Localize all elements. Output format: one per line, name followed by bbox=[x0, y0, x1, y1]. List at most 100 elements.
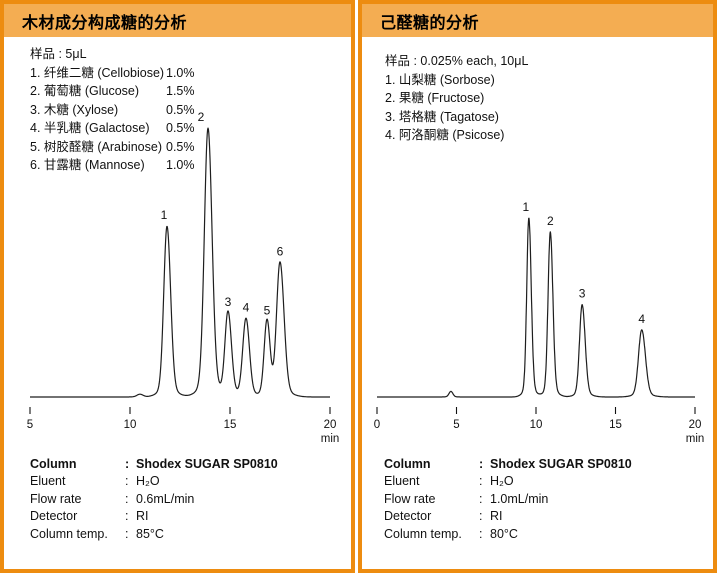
sample-item-name: 1. 山梨糖 (Sorbose) bbox=[385, 72, 495, 87]
condition-colon: : bbox=[125, 457, 130, 471]
sample-item-concentration: 0.5% bbox=[166, 139, 195, 154]
sample-info: 样品 : 0.025% each, 10μL 1. 山梨糖 (Sorbose) 2… bbox=[385, 52, 528, 145]
condition-value: 85°C bbox=[136, 526, 164, 541]
panel-header: 木材成分构成糖的分析 bbox=[4, 4, 351, 37]
peak-label: 6 bbox=[277, 245, 284, 259]
axis-tick-label: 10 bbox=[124, 419, 137, 431]
condition-label: Eluent bbox=[30, 474, 66, 489]
peak-label: 1 bbox=[161, 208, 168, 222]
sample-item: 1. 山梨糖 (Sorbose) bbox=[385, 71, 528, 90]
sample-item: 5. 树胶醛糖 (Arabinose) 0.5% bbox=[30, 138, 195, 157]
condition-row: Flow rate:1.0mL/min bbox=[384, 491, 632, 508]
condition-label: Column temp. bbox=[384, 526, 462, 541]
sample-item: 3. 木糖 (Xylose) 0.5% bbox=[30, 101, 195, 120]
chromatogram-trace bbox=[29, 127, 331, 398]
condition-colon: : bbox=[125, 474, 129, 489]
condition-label: Column temp. bbox=[30, 526, 108, 541]
sample-item: 2. 葡萄糖 (Glucose) 1.5% bbox=[30, 82, 195, 101]
axis-unit-label: min bbox=[686, 433, 704, 445]
sample-item: 4. 阿洛酮糖 (Psicose) bbox=[385, 126, 528, 145]
peak-label: 3 bbox=[579, 287, 586, 301]
condition-value: H₂O bbox=[136, 474, 160, 489]
sample-info: 样品 : 5μL 1. 纤维二糖 (Cellobiose) 1.0% 2. 葡萄糖 … bbox=[30, 45, 195, 175]
condition-row: Column: Shodex SUGAR SP0810 bbox=[30, 456, 278, 473]
axis-tick-label: 0 bbox=[374, 419, 380, 431]
condition-colon: : bbox=[479, 474, 483, 489]
chromatogram-hexose-sugars: 0 5 10 15 20 min 1 2 3 4 bbox=[368, 104, 704, 449]
sample-item-concentration: 1.0% bbox=[166, 158, 195, 172]
sample-item-name: 4. 阿洛酮糖 (Psicose) bbox=[385, 128, 505, 142]
peak-label: 5 bbox=[264, 303, 271, 317]
condition-colon: : bbox=[125, 509, 129, 524]
panel-title: 木材成分构成糖的分析 bbox=[22, 14, 188, 32]
condition-row: Eluent: H₂O bbox=[30, 473, 278, 490]
condition-value: H₂O bbox=[490, 474, 514, 489]
sample-header: 样品 : 5μL bbox=[30, 47, 87, 61]
sample-item: 1. 纤维二糖 (Cellobiose) 1.0% bbox=[30, 64, 195, 83]
condition-row: Column: Shodex SUGAR SP0810 bbox=[384, 456, 632, 473]
axis-tick-label: 15 bbox=[224, 419, 237, 431]
sample-item-name: 3. 木糖 (Xylose) bbox=[30, 102, 119, 117]
peak-label: 2 bbox=[198, 110, 205, 124]
chromatogram-wood-sugars: 5 10 15 20 min 1 2 3 4 5 6 bbox=[10, 104, 346, 449]
sample-item-concentration: 1.5% bbox=[166, 84, 195, 98]
condition-row: Column temp.:85°C bbox=[30, 526, 278, 543]
condition-label: Flow rate bbox=[30, 491, 82, 506]
condition-row: Flow rate:0.6mL/min bbox=[30, 491, 278, 508]
axis-unit-label: min bbox=[321, 433, 340, 445]
sample-item-concentration: 0.5% bbox=[166, 102, 195, 117]
chromatogram-trace bbox=[376, 217, 696, 398]
sample-list: 1. 纤维二糖 (Cellobiose) 1.0% 2. 葡萄糖 (Glucose)… bbox=[30, 64, 195, 175]
sample-item: 6. 甘露糖 (Mannose) 1.0% bbox=[30, 156, 195, 175]
condition-row: Column temp.:80°C bbox=[384, 526, 632, 543]
sample-header: 样品 : 0.025% each, 10μL bbox=[385, 54, 529, 68]
panel-title: 己醛糖的分析 bbox=[380, 14, 480, 32]
condition-value: Shodex SUGAR SP0810 bbox=[136, 457, 278, 471]
condition-label: Detector bbox=[384, 509, 432, 524]
sample-item-name: 2. 果糖 (Fructose) bbox=[385, 91, 485, 105]
condition-value: 80°C bbox=[490, 526, 518, 541]
panel-hexose-sugars: 己醛糖的分析 样品 : 0.025% each, 10μL 1. 山梨糖 (So… bbox=[358, 0, 717, 573]
peak-label: 3 bbox=[225, 295, 232, 309]
condition-colon: : bbox=[479, 526, 483, 541]
condition-row: Eluent: H₂O bbox=[384, 473, 632, 490]
condition-colon: : bbox=[479, 457, 484, 471]
condition-label: Column bbox=[384, 457, 431, 471]
condition-value: 0.6mL/min bbox=[136, 491, 195, 506]
sample-list: 1. 山梨糖 (Sorbose) 2. 果糖 (Fructose) 3. 塔格糖 (… bbox=[385, 71, 528, 145]
condition-colon: : bbox=[479, 491, 483, 506]
sample-item: 4. 半乳糖 (Galactose) 0.5% bbox=[30, 119, 195, 138]
condition-value: RI bbox=[490, 509, 503, 524]
sample-item-name: 1. 纤维二糖 (Cellobiose) bbox=[30, 65, 165, 80]
condition-colon: : bbox=[125, 491, 129, 506]
condition-value: 1.0mL/min bbox=[490, 491, 549, 506]
condition-colon: : bbox=[479, 509, 483, 524]
conditions-table: Column: Shodex SUGAR SP0810 Eluent: H₂O Flow… bbox=[30, 456, 278, 543]
condition-label: Flow rate bbox=[384, 491, 436, 506]
axis-tick-label: 5 bbox=[27, 419, 33, 431]
sample-item-name: 5. 树胶醛糖 (Arabinose) bbox=[30, 139, 162, 154]
axis-tick-label: 20 bbox=[324, 419, 337, 431]
sample-item: 2. 果糖 (Fructose) bbox=[385, 89, 528, 108]
condition-value: RI bbox=[136, 509, 149, 524]
peak-label: 4 bbox=[243, 301, 250, 315]
axis-tick-label: 15 bbox=[609, 419, 622, 431]
sample-item-concentration: 1.0% bbox=[166, 65, 195, 80]
axis-tick-label: 10 bbox=[530, 419, 543, 431]
panel-wood-sugars: 木材成分构成糖的分析 样品 : 5μL 1. 纤维二糖 (Cellobiose)… bbox=[0, 0, 355, 573]
condition-value: Shodex SUGAR SP0810 bbox=[490, 457, 632, 471]
chromatogram-svg: 0 5 10 15 20 min 1 2 3 4 bbox=[374, 200, 704, 445]
condition-label: Eluent bbox=[384, 474, 420, 489]
sample-item-name: 3. 塔格糖 (Tagatose) bbox=[385, 109, 499, 124]
axis-tick-label: 20 bbox=[689, 419, 702, 431]
sample-item-concentration: 0.5% bbox=[166, 121, 195, 135]
axis-tick-label: 5 bbox=[453, 419, 459, 431]
peak-label: 4 bbox=[638, 312, 645, 326]
sample-item-name: 4. 半乳糖 (Galactose) bbox=[30, 121, 150, 135]
condition-label: Detector bbox=[30, 509, 78, 524]
peak-label: 2 bbox=[547, 214, 554, 228]
condition-colon: : bbox=[125, 526, 129, 541]
peak-label: 1 bbox=[522, 200, 529, 214]
